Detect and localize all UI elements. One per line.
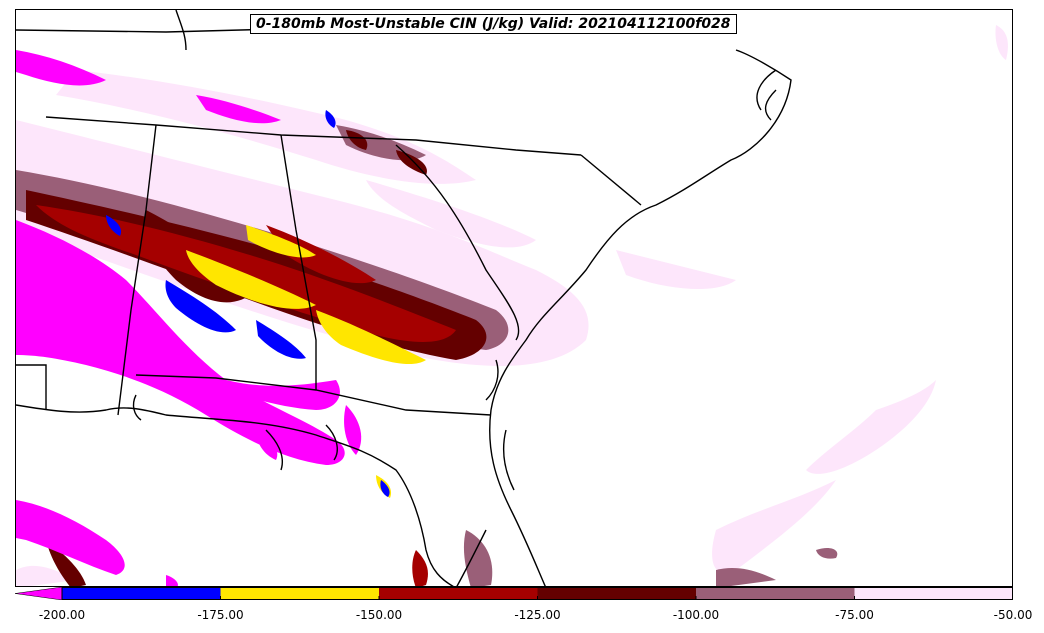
- colorbar-bin-2: [379, 587, 538, 600]
- cin-blue-region: [106, 110, 390, 497]
- map-panel: [15, 9, 1013, 587]
- cin-yellow-region: [186, 225, 426, 498]
- state-border-north: [45, 116, 582, 156]
- state-border-fl-line: [135, 374, 492, 416]
- colorbar-bins: [61, 587, 1013, 600]
- colorbar-outline: [61, 587, 1013, 600]
- georgia-coast-inlets: [485, 359, 515, 491]
- state-border-al-ga: [280, 134, 317, 390]
- colorbar-tick-label: -50.00: [993, 608, 1033, 622]
- state-border-ga-sc: [395, 144, 520, 341]
- colorbar: [15, 587, 1013, 600]
- state-border-ms-al: [117, 124, 157, 416]
- map-title: 0-180mb Most-Unstable CIN (J/kg) Valid: …: [250, 14, 737, 34]
- chesapeake-north: [175, 10, 187, 51]
- gulf-coast: [16, 404, 454, 586]
- mobile-bay: [132, 394, 142, 421]
- colorbar-bin-5: [854, 587, 1013, 600]
- geographic-boundaries: [16, 10, 792, 586]
- colorbar-tick-label: -125.00: [514, 608, 561, 622]
- colorbar-tick-label: -150.00: [355, 608, 403, 622]
- state-border-sc-nc: [580, 154, 642, 206]
- east-coast: [489, 49, 792, 586]
- cin-magenta-region: [16, 50, 362, 586]
- colorbar-tick-label: -100.00: [672, 608, 720, 622]
- colorbar-bin-4: [696, 587, 855, 600]
- colorbar-tick-label: -175.00: [197, 608, 244, 622]
- state-border-la: [16, 364, 47, 410]
- colorbar-bin-0: [62, 587, 221, 600]
- colorbar-under-triangle: [15, 587, 63, 600]
- florida-panhandle-bays: [265, 424, 338, 471]
- cin-pink-region: [16, 25, 1008, 586]
- pamlico-sound: [756, 69, 777, 121]
- colorbar-tick-label: -75.00: [835, 608, 874, 622]
- colorbar-bin-3: [537, 587, 696, 600]
- colorbar-tick-label: -200.00: [38, 608, 86, 622]
- cin-field-map: [16, 10, 1008, 586]
- colorbar-bin-1: [220, 587, 379, 600]
- florida-west-coast: [456, 529, 487, 586]
